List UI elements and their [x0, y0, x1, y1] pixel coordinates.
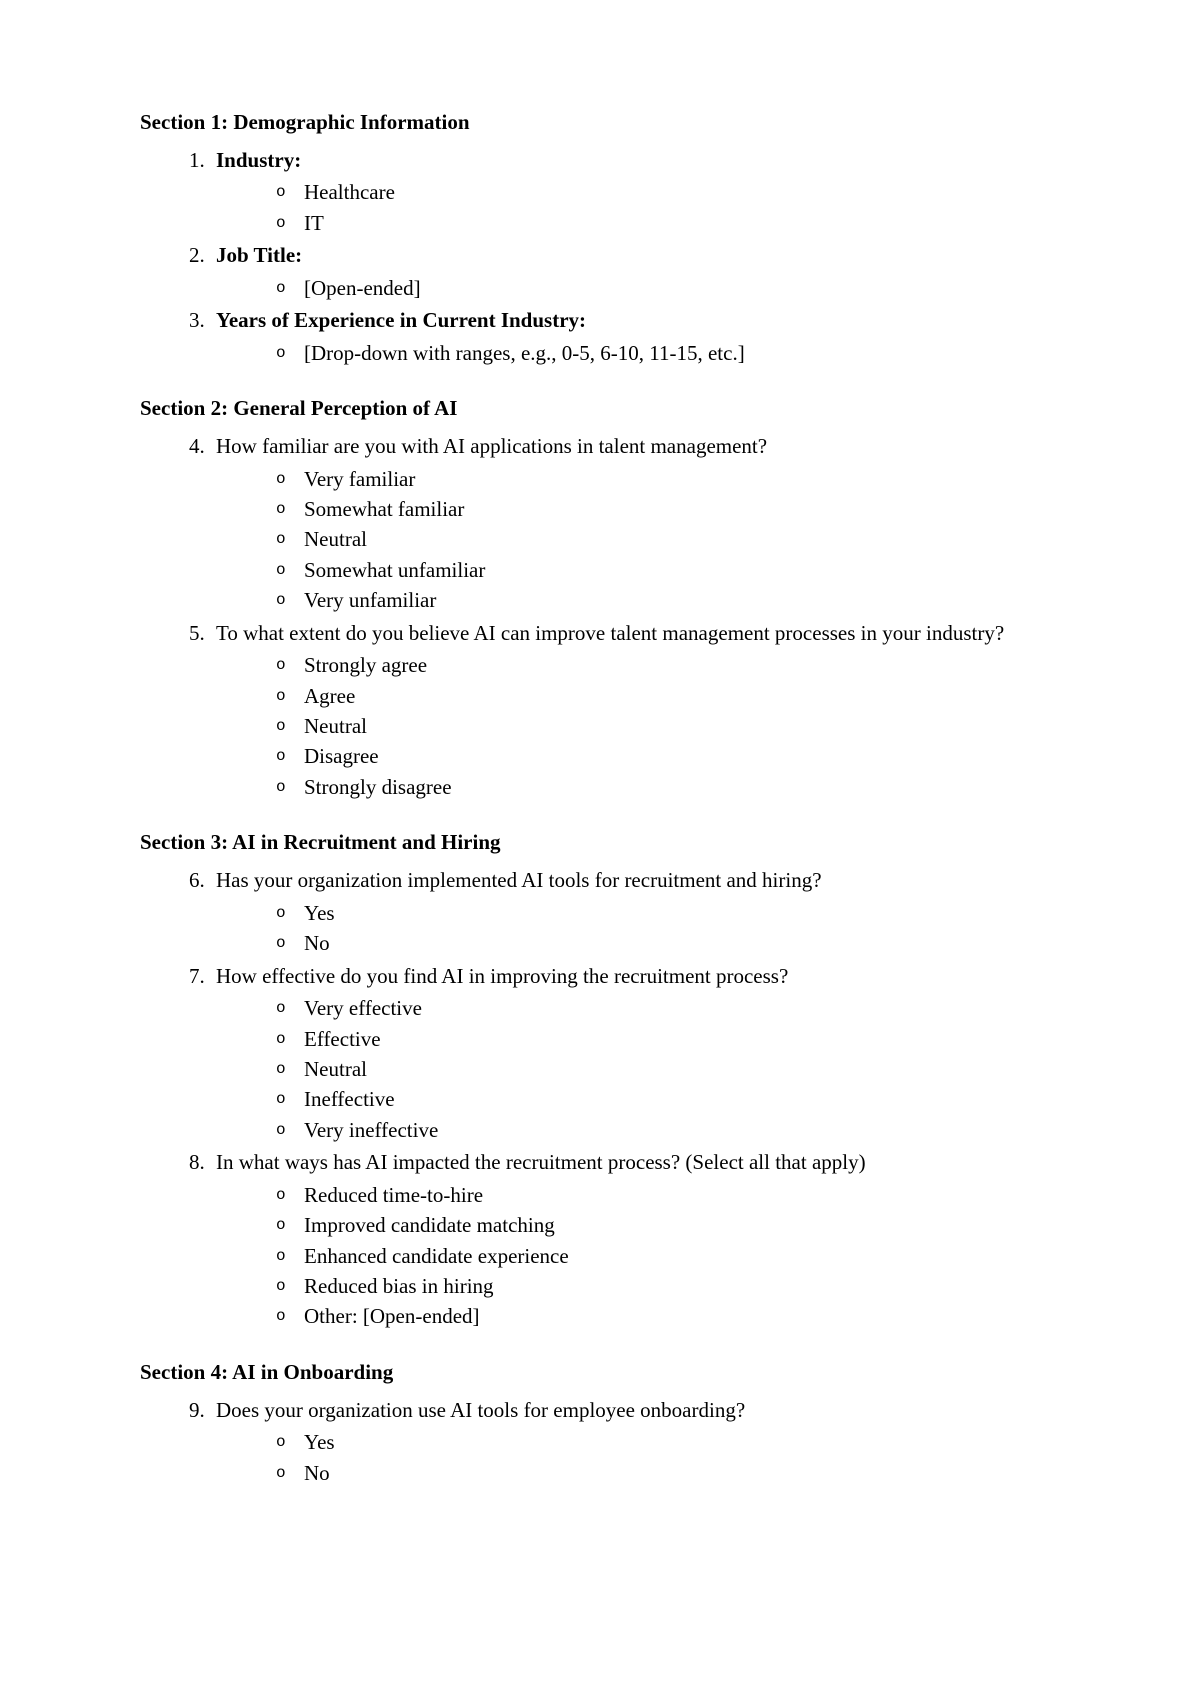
- question-3: Years of Experience in Current Industry:…: [210, 305, 1060, 368]
- question-2-options: [Open-ended]: [216, 273, 1060, 303]
- option: Effective: [276, 1024, 1060, 1054]
- question-7-text: How effective do you find AI in improvin…: [216, 964, 788, 988]
- section-4: Section 4: AI in Onboarding Does your or…: [140, 1360, 1060, 1488]
- option: Reduced bias in hiring: [276, 1271, 1060, 1301]
- section-2: Section 2: General Perception of AI How …: [140, 396, 1060, 802]
- question-8-options: Reduced time-to-hire Improved candidate …: [216, 1180, 1060, 1332]
- option: Neutral: [276, 711, 1060, 741]
- section-4-title: Section 4: AI in Onboarding: [140, 1360, 1060, 1385]
- question-8: In what ways has AI impacted the recruit…: [210, 1147, 1060, 1332]
- question-4-options: Very familiar Somewhat familiar Neutral …: [216, 464, 1060, 616]
- question-1-text: Industry:: [216, 148, 301, 172]
- section-4-list: Does your organization use AI tools for …: [140, 1395, 1060, 1488]
- option: Neutral: [276, 1054, 1060, 1084]
- option: Very ineffective: [276, 1115, 1060, 1145]
- option: Ineffective: [276, 1084, 1060, 1114]
- option: Improved candidate matching: [276, 1210, 1060, 1240]
- question-7-options: Very effective Effective Neutral Ineffec…: [216, 993, 1060, 1145]
- question-4: How familiar are you with AI application…: [210, 431, 1060, 616]
- question-9-options: Yes No: [216, 1427, 1060, 1488]
- option: [Drop-down with ranges, e.g., 0-5, 6-10,…: [276, 338, 1060, 368]
- question-3-options: [Drop-down with ranges, e.g., 0-5, 6-10,…: [216, 338, 1060, 368]
- section-1-list: Industry: Healthcare IT Job Title: [Open…: [140, 145, 1060, 368]
- option: Disagree: [276, 741, 1060, 771]
- section-3: Section 3: AI in Recruitment and Hiring …: [140, 830, 1060, 1332]
- section-3-list: Has your organization implemented AI too…: [140, 865, 1060, 1332]
- question-1: Industry: Healthcare IT: [210, 145, 1060, 238]
- question-3-text: Years of Experience in Current Industry:: [216, 308, 586, 332]
- question-6: Has your organization implemented AI too…: [210, 865, 1060, 958]
- question-2: Job Title: [Open-ended]: [210, 240, 1060, 303]
- question-5: To what extent do you believe AI can imp…: [210, 618, 1060, 803]
- question-9: Does your organization use AI tools for …: [210, 1395, 1060, 1488]
- question-6-options: Yes No: [216, 898, 1060, 959]
- section-1: Section 1: Demographic Information Indus…: [140, 110, 1060, 368]
- option: Very familiar: [276, 464, 1060, 494]
- question-7: How effective do you find AI in improvin…: [210, 961, 1060, 1146]
- option: Somewhat familiar: [276, 494, 1060, 524]
- option: Neutral: [276, 524, 1060, 554]
- question-2-text: Job Title:: [216, 243, 302, 267]
- option: No: [276, 1458, 1060, 1488]
- option: Strongly agree: [276, 650, 1060, 680]
- question-8-text: In what ways has AI impacted the recruit…: [216, 1150, 866, 1174]
- document-page: Section 1: Demographic Information Indus…: [0, 0, 1200, 1696]
- option: Strongly disagree: [276, 772, 1060, 802]
- question-9-text: Does your organization use AI tools for …: [216, 1398, 745, 1422]
- option: Agree: [276, 681, 1060, 711]
- question-5-text: To what extent do you believe AI can imp…: [216, 621, 1004, 645]
- section-3-title: Section 3: AI in Recruitment and Hiring: [140, 830, 1060, 855]
- option: Healthcare: [276, 177, 1060, 207]
- option: Somewhat unfamiliar: [276, 555, 1060, 585]
- section-2-list: How familiar are you with AI application…: [140, 431, 1060, 802]
- option: Yes: [276, 898, 1060, 928]
- section-1-title: Section 1: Demographic Information: [140, 110, 1060, 135]
- option: No: [276, 928, 1060, 958]
- option: Very effective: [276, 993, 1060, 1023]
- question-5-options: Strongly agree Agree Neutral Disagree St…: [216, 650, 1060, 802]
- option: IT: [276, 208, 1060, 238]
- option: [Open-ended]: [276, 273, 1060, 303]
- option: Reduced time-to-hire: [276, 1180, 1060, 1210]
- option: Very unfamiliar: [276, 585, 1060, 615]
- option: Yes: [276, 1427, 1060, 1457]
- section-2-title: Section 2: General Perception of AI: [140, 396, 1060, 421]
- question-6-text: Has your organization implemented AI too…: [216, 868, 822, 892]
- option: Enhanced candidate experience: [276, 1241, 1060, 1271]
- question-1-options: Healthcare IT: [216, 177, 1060, 238]
- option: Other: [Open-ended]: [276, 1301, 1060, 1331]
- question-4-text: How familiar are you with AI application…: [216, 434, 767, 458]
